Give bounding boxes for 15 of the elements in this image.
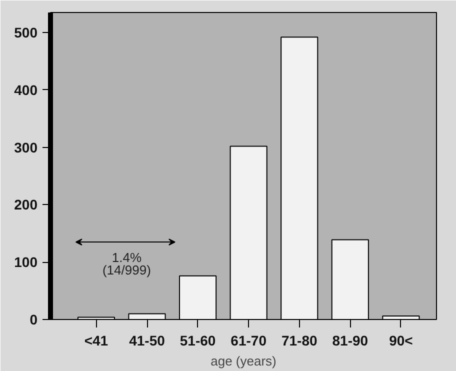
y-tick-label: 400 bbox=[14, 82, 38, 98]
y-tick-label: 0 bbox=[30, 312, 38, 328]
y-tick-label: 100 bbox=[14, 254, 38, 270]
x-axis-title: age (years) bbox=[210, 354, 276, 368]
y-tick-label: 200 bbox=[14, 196, 38, 213]
x-tick-label: 61-70 bbox=[230, 332, 267, 348]
annotation: 1.4% (14/999) bbox=[102, 250, 151, 278]
x-tick-label: 51-60 bbox=[180, 332, 216, 348]
x-tick-label: 81-90 bbox=[332, 332, 368, 348]
x-tick-label: 41-50 bbox=[129, 332, 166, 348]
y-tick-label: 500 bbox=[14, 24, 38, 41]
x-tick-label: 71-80 bbox=[281, 332, 318, 348]
x-tick-label: 90< bbox=[389, 332, 413, 348]
y-tick-label: 300 bbox=[14, 139, 38, 156]
x-tick-label: <41 bbox=[84, 332, 108, 348]
